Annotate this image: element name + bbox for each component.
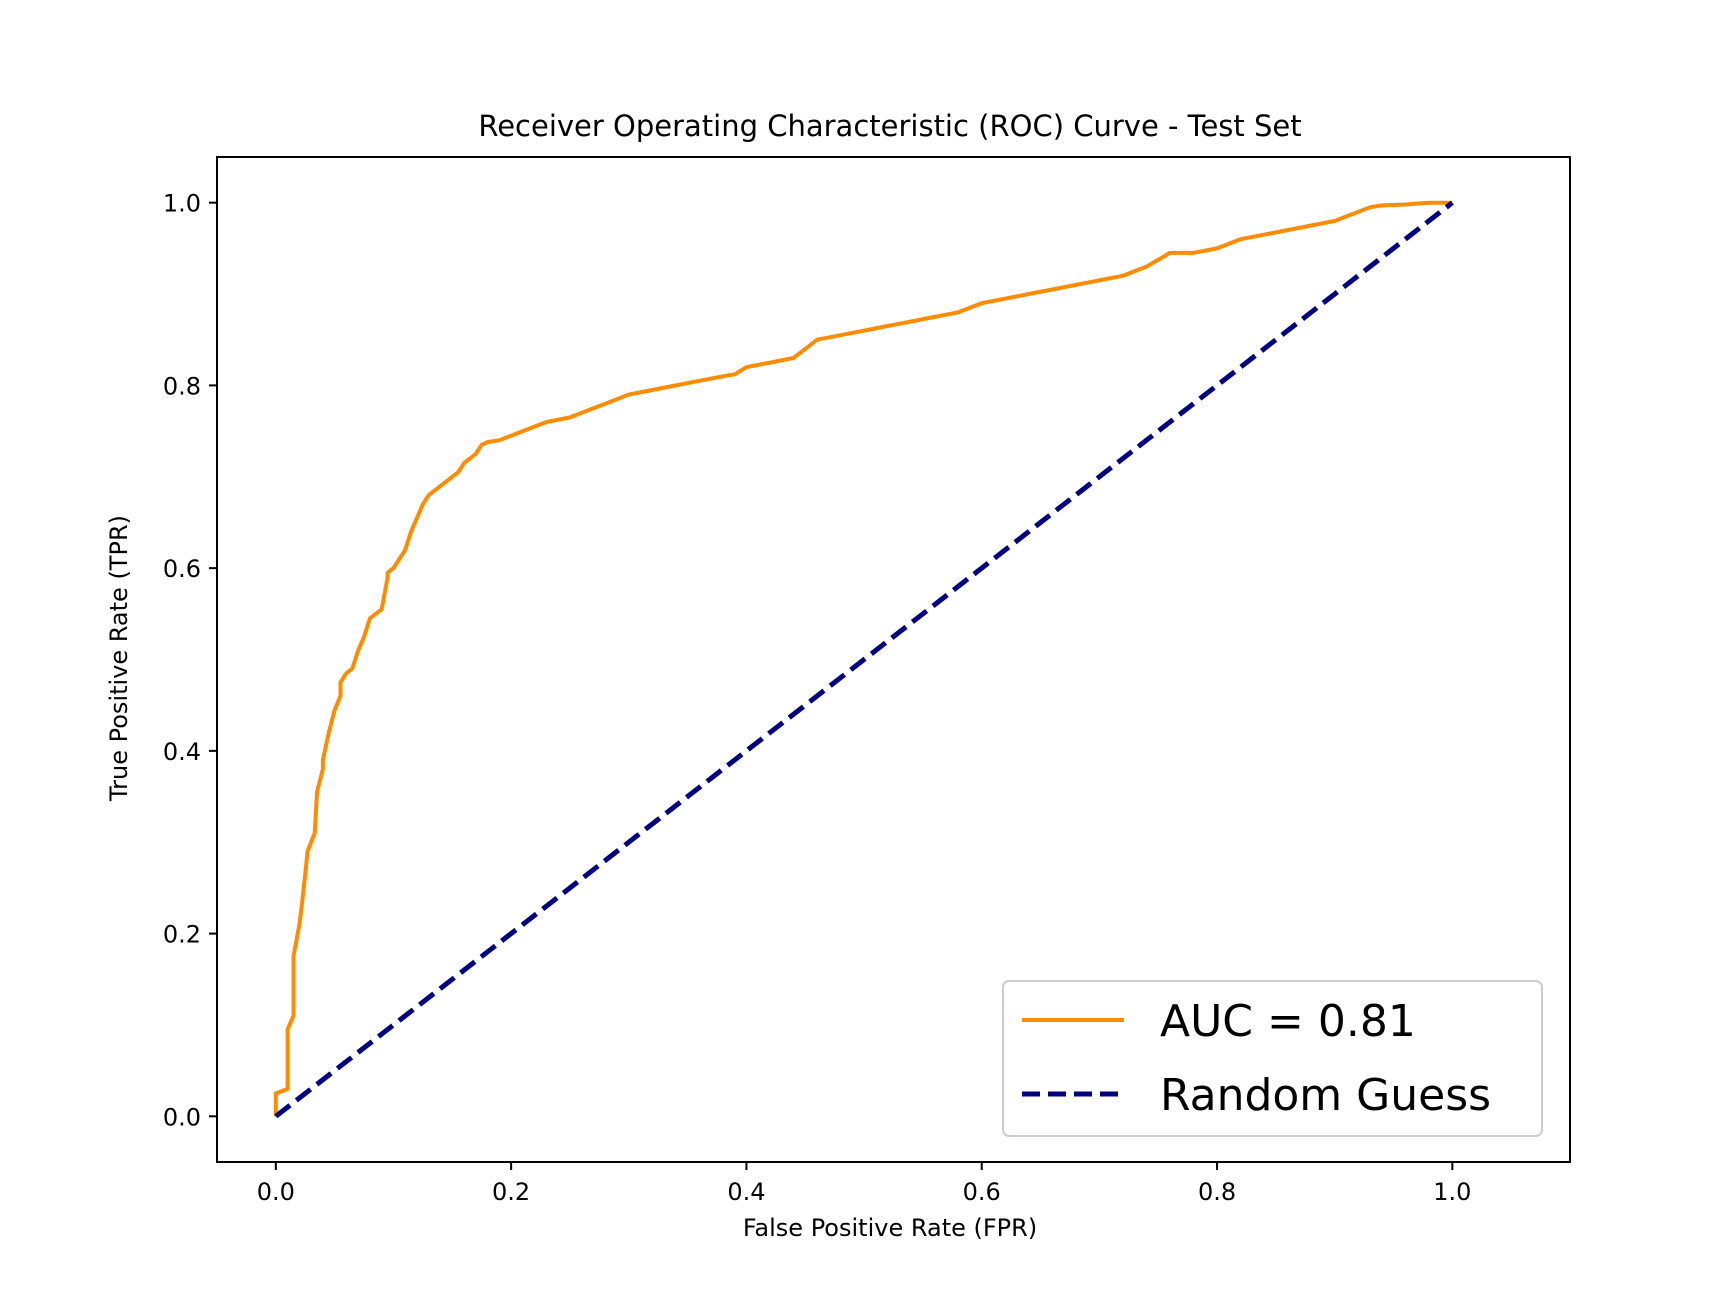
x-tick-label: 0.0 bbox=[257, 1178, 295, 1206]
y-tick-label: 0.0 bbox=[163, 1103, 201, 1131]
x-tick-label: 0.4 bbox=[727, 1178, 765, 1206]
x-tick-label: 0.2 bbox=[492, 1178, 530, 1206]
legend-entry-random-guess: Random Guess bbox=[1160, 1070, 1491, 1121]
legend: AUC = 0.81 Random Guess bbox=[1002, 980, 1543, 1137]
series-line-roc bbox=[273, 200, 1453, 1117]
y-tick-label: 0.4 bbox=[163, 738, 201, 766]
legend-box bbox=[1002, 980, 1543, 1137]
y-tick-label: 0.6 bbox=[163, 555, 201, 583]
y-tick-label: 0.2 bbox=[163, 921, 201, 949]
y-axis-label: True Positive Rate (TPR) bbox=[105, 515, 133, 802]
x-tick-label: 0.6 bbox=[963, 1178, 1001, 1206]
y-tick-label: 0.8 bbox=[163, 372, 201, 400]
plot-area: 0.0 0.2 0.4 0.6 0.8 1.0 0.0 0.2 0.4 0.6 0.8 1.0 bbox=[163, 156, 1571, 1206]
x-tick-label: 0.8 bbox=[1198, 1178, 1236, 1206]
x-tick-label: 1.0 bbox=[1433, 1178, 1471, 1206]
axes-frame bbox=[216, 156, 1571, 1163]
series-line-random-guess bbox=[274, 200, 1454, 1119]
y-tick-label: 1.0 bbox=[163, 190, 201, 218]
legend-entry-auc: AUC = 0.81 bbox=[1160, 996, 1416, 1047]
chart-title: Receiver Operating Characteristic (ROC) … bbox=[478, 109, 1301, 143]
x-axis-label: False Positive Rate (FPR) bbox=[743, 1214, 1037, 1242]
